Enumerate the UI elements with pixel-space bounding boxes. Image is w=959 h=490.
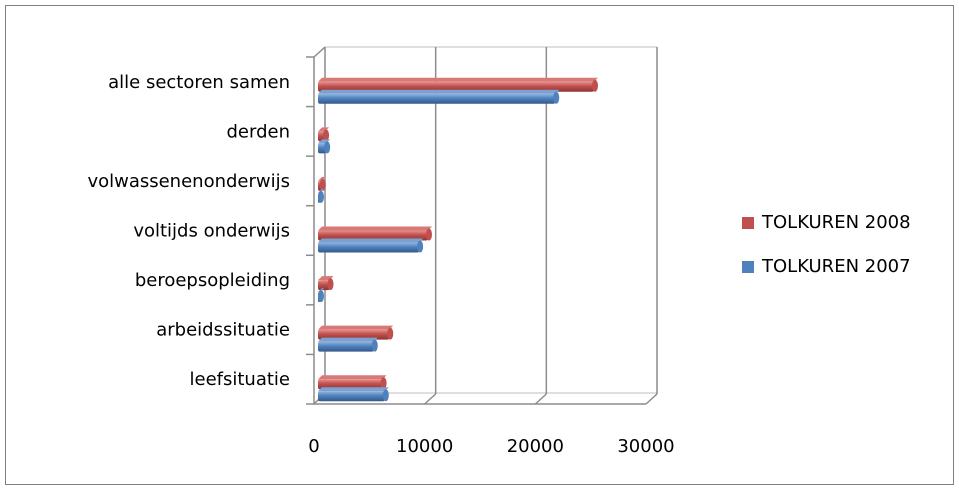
x-tick-label: 20000: [507, 436, 564, 457]
category-label: beroepsopleiding: [135, 270, 290, 291]
bar: [318, 139, 331, 154]
category-label: leefsituatie: [190, 369, 291, 390]
legend-label: TOLKUREN 2008: [761, 212, 911, 233]
gridline-floor: [424, 393, 437, 405]
legend-swatch: [742, 217, 754, 229]
bar: [318, 276, 334, 291]
bar: [318, 127, 330, 142]
legend-label: TOLKUREN 2007: [761, 256, 911, 277]
gridline-floor: [645, 393, 658, 405]
x-tick-label: 30000: [617, 436, 674, 457]
bar: [318, 226, 432, 241]
bar: [318, 325, 394, 340]
category-label: derden: [227, 121, 291, 142]
bar: [318, 89, 560, 104]
bar: [318, 288, 324, 303]
category-label: volwassenenonderwijs: [87, 171, 290, 192]
bar: [318, 238, 424, 253]
category-label: alle sectoren samen: [108, 72, 290, 93]
bar: [318, 188, 324, 203]
legend-swatch: [742, 261, 754, 273]
x-tick-label: 10000: [396, 436, 453, 457]
category-label: voltijds onderwijs: [133, 221, 290, 242]
bar: [318, 77, 598, 92]
bar: [318, 176, 326, 191]
category-label: arbeidssituatie: [156, 320, 290, 341]
bar: [318, 337, 378, 352]
bar: [318, 387, 389, 402]
bar: [318, 375, 387, 390]
gridline-floor: [534, 393, 547, 405]
chart-border: [5, 5, 954, 485]
x-tick-label: 0: [308, 436, 319, 457]
